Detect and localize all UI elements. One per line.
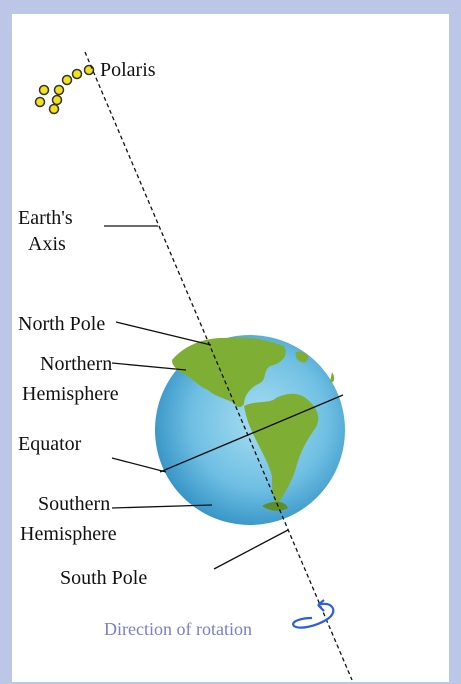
polaris-stars <box>34 64 95 115</box>
axis-line <box>84 51 353 681</box>
rotation-arrow <box>292 599 335 629</box>
label-line: Earth's <box>18 207 73 229</box>
label-northern-hemisphere: Northern Hemisphere <box>22 353 119 405</box>
label-line: Northern <box>40 353 112 375</box>
label-southern-hemisphere: Southern Hemisphere <box>20 493 117 545</box>
label-north-pole: North Pole <box>18 313 105 335</box>
earth <box>155 335 345 525</box>
label-polaris: Polaris <box>100 59 156 81</box>
label-line: Axis <box>28 233 66 255</box>
label-equator: Equator <box>18 433 82 455</box>
equator-line <box>159 394 344 473</box>
label-line: Southern <box>38 493 110 515</box>
label-direction-of-rotation: Direction of rotation <box>104 619 252 639</box>
label-line: Hemisphere <box>20 523 117 545</box>
label-south-pole: South Pole <box>60 567 147 589</box>
label-earths-axis: Earth's Axis <box>18 207 78 255</box>
label-line: Hemisphere <box>22 383 119 405</box>
leader-lines <box>104 225 289 570</box>
